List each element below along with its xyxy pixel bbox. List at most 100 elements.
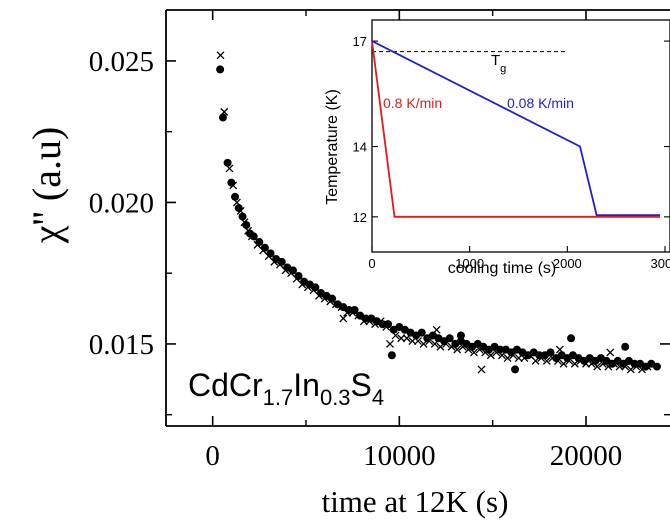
series-line-slow-cooling	[371, 40, 661, 216]
data-point-cross	[391, 331, 400, 340]
data-point-cross	[419, 339, 428, 348]
data-point-cross	[236, 206, 245, 215]
data-point-cross	[397, 334, 406, 343]
inset-frame	[371, 19, 670, 253]
data-point-cross	[343, 308, 352, 317]
inset-x-tick-label: 1000	[455, 256, 484, 271]
data-point-cross	[339, 314, 348, 323]
data-point-cross	[320, 294, 329, 303]
tg-label: Tg	[491, 52, 506, 75]
inset-lines	[371, 40, 661, 218]
data-point-cross	[520, 354, 529, 363]
data-point-cross	[514, 354, 523, 363]
main-y-tick-label: 0.015	[89, 329, 154, 361]
data-point-cross	[531, 356, 540, 365]
data-point-dot	[567, 334, 576, 343]
data-point-dot	[445, 334, 454, 343]
data-point-cross	[492, 348, 501, 357]
data-point-cross	[559, 359, 568, 368]
formula-sub3: 4	[372, 385, 384, 410]
data-point-cross	[442, 339, 450, 348]
data-point-cross	[470, 348, 478, 357]
data-point-cross	[458, 342, 467, 351]
data-point-cross	[408, 337, 417, 346]
inset-x-tick-label: 0	[368, 256, 375, 271]
data-point-cross	[225, 164, 234, 173]
data-point-cross	[481, 348, 490, 357]
data-point-cross	[244, 226, 253, 235]
data-point-cross	[436, 342, 445, 351]
data-point-cross	[270, 257, 279, 266]
main-x-tick-label: 0	[205, 440, 220, 472]
data-point-dot	[456, 331, 465, 340]
data-point-cross	[464, 345, 473, 354]
data-point-cross	[576, 356, 585, 365]
data-point-cross	[348, 308, 357, 317]
main-y-tick-label: 0.020	[89, 187, 154, 219]
formula-sub2: 0.3	[320, 385, 351, 410]
data-point-cross	[281, 266, 290, 275]
data-point-cross	[303, 283, 312, 292]
data-point-cross	[606, 348, 615, 357]
formula-base: CdCr	[188, 367, 263, 403]
tg-label-main: T	[491, 52, 500, 69]
data-point-dot	[216, 65, 225, 74]
data-point-dot	[387, 351, 396, 360]
data-point-cross	[232, 198, 241, 207]
data-point-cross	[229, 181, 238, 190]
data-point-cross	[554, 356, 562, 365]
data-point-cross	[382, 322, 391, 331]
data-point-cross	[216, 51, 225, 60]
inset-background	[372, 20, 670, 280]
data-point-cross	[298, 280, 307, 289]
formula-mid: In	[293, 367, 320, 403]
inset-y-tick-label: 12	[353, 210, 367, 225]
data-point-cross	[365, 317, 374, 326]
data-point-cross	[359, 317, 368, 326]
data-point-cross	[610, 359, 618, 368]
data-point-cross	[542, 356, 551, 365]
main-x-axis-title: time at 12K (s)	[322, 484, 509, 519]
data-point-cross	[632, 362, 641, 371]
inset-x-tick-label: 2000	[553, 256, 582, 271]
data-point-cross	[587, 359, 596, 368]
data-point-cross	[570, 359, 579, 368]
data-point-cross	[414, 337, 422, 346]
data-point-cross	[509, 351, 518, 360]
data-point-cross	[315, 291, 324, 300]
inset-y-tick-label: 17	[353, 34, 367, 49]
main-x-tick-label: 10000	[363, 440, 436, 472]
data-point-cross	[432, 325, 441, 334]
data-point-dot	[223, 158, 232, 167]
main-data-points	[216, 51, 661, 374]
data-point-cross	[486, 351, 495, 360]
data-point-cross	[643, 362, 652, 371]
data-point-cross	[537, 354, 546, 363]
data-point-dot	[417, 328, 426, 337]
formula-sub1: 1.7	[263, 385, 294, 410]
inset-y-tick-label: 14	[353, 140, 367, 155]
series-label-slow-cooling: 0.08 K/min	[507, 95, 574, 111]
data-point-cross	[598, 359, 607, 368]
data-point-cross	[604, 362, 613, 371]
data-point-dot	[249, 232, 258, 241]
data-point-cross	[621, 362, 630, 371]
data-point-dot	[546, 348, 555, 357]
data-point-cross	[615, 362, 624, 371]
data-point-cross	[638, 365, 646, 374]
inset-x-tick-label: 3000	[651, 256, 670, 271]
data-point-cross	[240, 218, 249, 227]
inset-x-axis-title: cooling time (s)	[448, 260, 556, 277]
inset-y-axis-title: Temperature (K)	[324, 89, 341, 205]
main-x-tick-label: 20000	[550, 440, 623, 472]
data-point-cross	[430, 339, 439, 348]
data-point-cross	[477, 365, 486, 374]
data-point-cross	[371, 320, 380, 329]
data-point-cross	[386, 339, 394, 348]
series-label-fast-cooling: 0.8 K/min	[383, 95, 442, 111]
data-point-dot	[621, 342, 630, 351]
data-point-cross	[220, 107, 229, 116]
data-point-cross	[548, 354, 557, 363]
data-point-cross	[593, 362, 602, 371]
